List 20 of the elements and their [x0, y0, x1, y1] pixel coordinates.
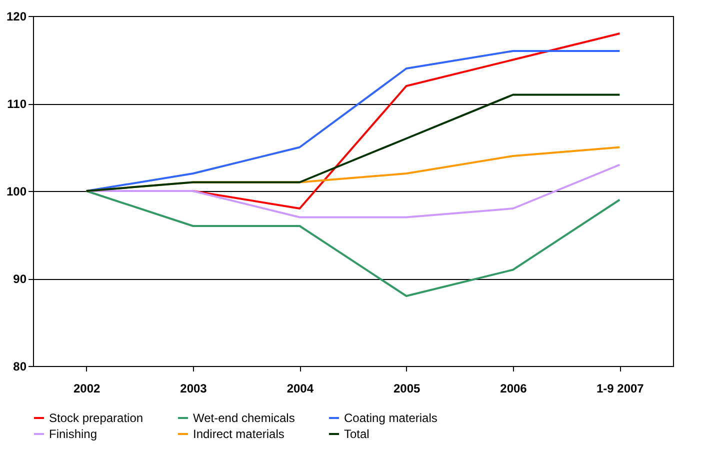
legend-label: Stock preparation [49, 411, 144, 425]
legend-label: Indirect materials [193, 427, 284, 441]
x-tick-label: 1-9 2007 [596, 382, 644, 396]
legend-label: Total [344, 427, 370, 441]
x-tick-label: 2003 [180, 382, 208, 396]
x-tick-label: 2006 [500, 382, 528, 396]
y-tick-label: 110 [7, 97, 27, 111]
y-tick-label: 80 [13, 360, 27, 374]
y-tick-label: 100 [6, 184, 27, 198]
line-series [85, 50, 621, 192]
line-series [85, 190, 621, 297]
legend-label: Coating materials [344, 411, 438, 425]
legend-label: Wet-end chemicals [193, 411, 295, 425]
x-tick-label: 2005 [393, 382, 421, 396]
y-tick-label: 90 [13, 272, 27, 286]
legend-label: Finishing [49, 427, 98, 441]
line-series [85, 94, 621, 192]
y-tick-label: 120 [6, 10, 27, 24]
x-tick-label: 2004 [286, 382, 314, 396]
x-tick-label: 2002 [73, 382, 101, 396]
